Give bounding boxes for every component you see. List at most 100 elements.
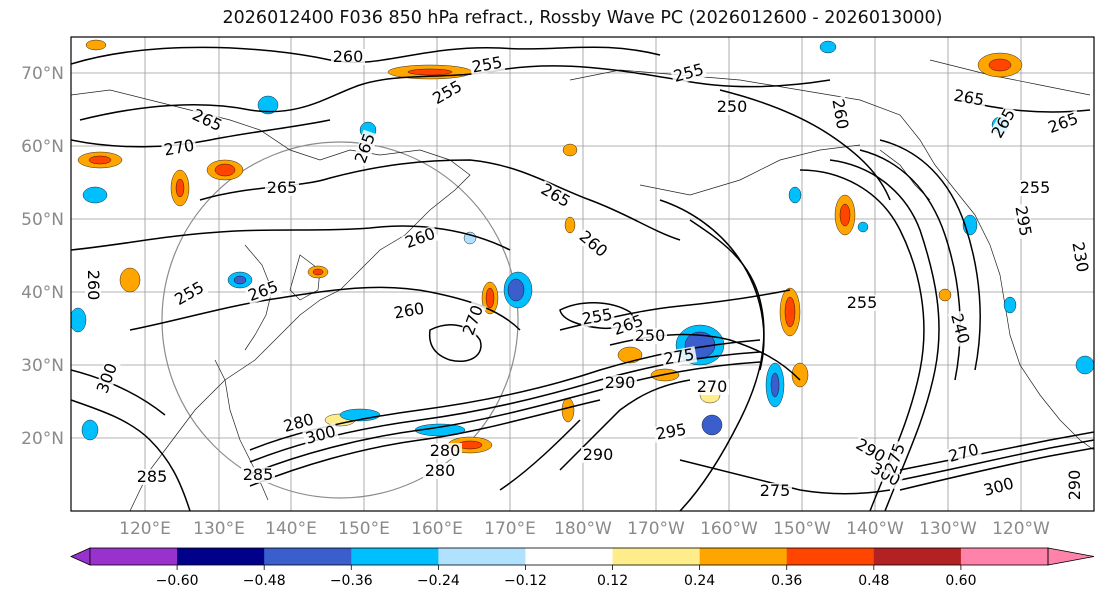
contour-label-background (93, 359, 121, 398)
lon-label-150w: 150°W (773, 519, 831, 539)
contour-label-background (302, 423, 340, 448)
lon-label-130w: 130°W (919, 519, 977, 539)
lon-label-180w: 180°W (554, 519, 612, 539)
contour-label-background (758, 483, 792, 499)
contour-label: 280 (425, 461, 456, 480)
longitude-labels: 120°E 130°E 140°E 150°E 160°E 170°E 180°… (119, 519, 1050, 539)
contour-label: 280 (430, 441, 461, 460)
lon-label-170w: 170°W (627, 519, 685, 539)
lon-label-140e: 140°E (265, 519, 317, 539)
coastlines (71, 59, 1094, 511)
colorbar-swatch (351, 548, 439, 565)
contour-label-background (241, 467, 275, 483)
lon-label-160w: 160°W (700, 519, 758, 539)
contour-label-background (469, 54, 506, 76)
contour-label-background (609, 311, 648, 339)
contour-label-background (653, 421, 690, 443)
contour-label: 285 (137, 467, 168, 486)
lat-label-40n: 40°N (21, 283, 64, 303)
lon-label-160e: 160°E (411, 519, 463, 539)
contour-label: 255 (1020, 178, 1051, 197)
contour-label-background (945, 441, 983, 466)
colorbar-outline (89, 547, 1049, 566)
contour-label: 285 (243, 465, 274, 484)
contour-label: 290 (605, 373, 636, 392)
colorbar-swatch (525, 548, 614, 565)
colorbar-tick-label: −0.60 (156, 573, 199, 589)
contour-label-background (851, 435, 890, 467)
great-circle-outline (161, 141, 519, 499)
colorbar-tick-label: −0.12 (504, 573, 547, 589)
contour-label: 290 (1065, 470, 1084, 501)
contour-label-background (265, 180, 299, 196)
lat-label-50n: 50°N (21, 210, 64, 230)
contour-label-background (1069, 239, 1091, 276)
contour-label-background (536, 180, 575, 212)
contour-label-background (1067, 468, 1083, 502)
contour-label-background (670, 61, 708, 86)
contour-label-background (1018, 180, 1052, 196)
contour-label-background (428, 443, 462, 459)
colorbar-swatch (873, 548, 962, 565)
map-frame (70, 36, 1095, 512)
contour-label-background (980, 475, 1018, 500)
colorbar-extend-min (70, 547, 91, 566)
contour-label-background (947, 310, 972, 348)
contour-label-background (423, 463, 457, 479)
contour-label-background (829, 96, 851, 133)
lat-label-60n: 60°N (21, 137, 64, 157)
colorbar-swatch (264, 548, 352, 565)
contour-label-background (845, 295, 879, 311)
contour-label: 275 (760, 481, 791, 500)
colorbar-swatch (612, 548, 701, 565)
contour-label-background (881, 439, 909, 478)
colorbar-tick-label: −0.36 (330, 573, 373, 589)
lon-label-120w: 120°W (992, 519, 1050, 539)
contour-label: 270 (697, 377, 728, 396)
lon-label-170e: 170°E (484, 519, 536, 539)
contour-label-background (161, 137, 198, 159)
contour-label-background (1012, 203, 1034, 240)
lat-label-30n: 30°N (21, 356, 64, 376)
colorbar-swatch (177, 548, 265, 565)
contour-label-background (633, 328, 667, 344)
colorbar-tick-label: 0.24 (684, 573, 715, 589)
colorbar-tick-label: 0.36 (771, 573, 802, 589)
contour-label-background (695, 379, 729, 395)
contour-label-background (280, 411, 318, 436)
lon-label-120e: 120°E (119, 519, 171, 539)
colorbar-extend-max (1047, 547, 1095, 566)
contour-label-background (715, 99, 749, 115)
colorbar-swatch (438, 548, 526, 565)
contour-label: 250 (635, 326, 666, 345)
contour-label: 255 (847, 293, 878, 312)
contour-label: 250 (717, 97, 748, 116)
contour-label-background (661, 346, 698, 368)
contour-label-background (866, 459, 905, 491)
contour-label-background (1044, 109, 1083, 137)
map-plot-area (71, 37, 1094, 511)
colorbar-tick-label: −0.24 (417, 573, 460, 589)
contour-label-background (401, 224, 440, 252)
contour-label-background (170, 278, 209, 310)
lon-label-140w: 140°W (846, 519, 904, 539)
colorbar: −0.60 −0.48 −0.36 −0.24 −0.12 0.12 0.24 0.36 0.4… (70, 547, 1095, 589)
contour-label-background (135, 469, 169, 485)
contour-label-background (579, 306, 616, 328)
latitude-labels: 70°N 60°N 50°N 40°N 30°N 20°N (21, 64, 64, 449)
contour-label-background (331, 49, 365, 65)
contour-label-background (581, 447, 615, 463)
contour-label-background (575, 227, 612, 262)
contour-label-background (188, 106, 226, 135)
colorbar-tick-label: 0.12 (597, 573, 628, 589)
colorbar-tick-label: 0.60 (945, 573, 976, 589)
contour-label-background (428, 77, 467, 109)
colorbar-swatch (960, 548, 1049, 565)
contour-label-background (391, 300, 428, 322)
lat-label-70n: 70°N (21, 64, 64, 84)
lat-label-20n: 20°N (21, 429, 64, 449)
contour-label-background (988, 104, 1020, 143)
contour-label: 260 (84, 270, 103, 301)
contour-label-background (351, 129, 379, 168)
